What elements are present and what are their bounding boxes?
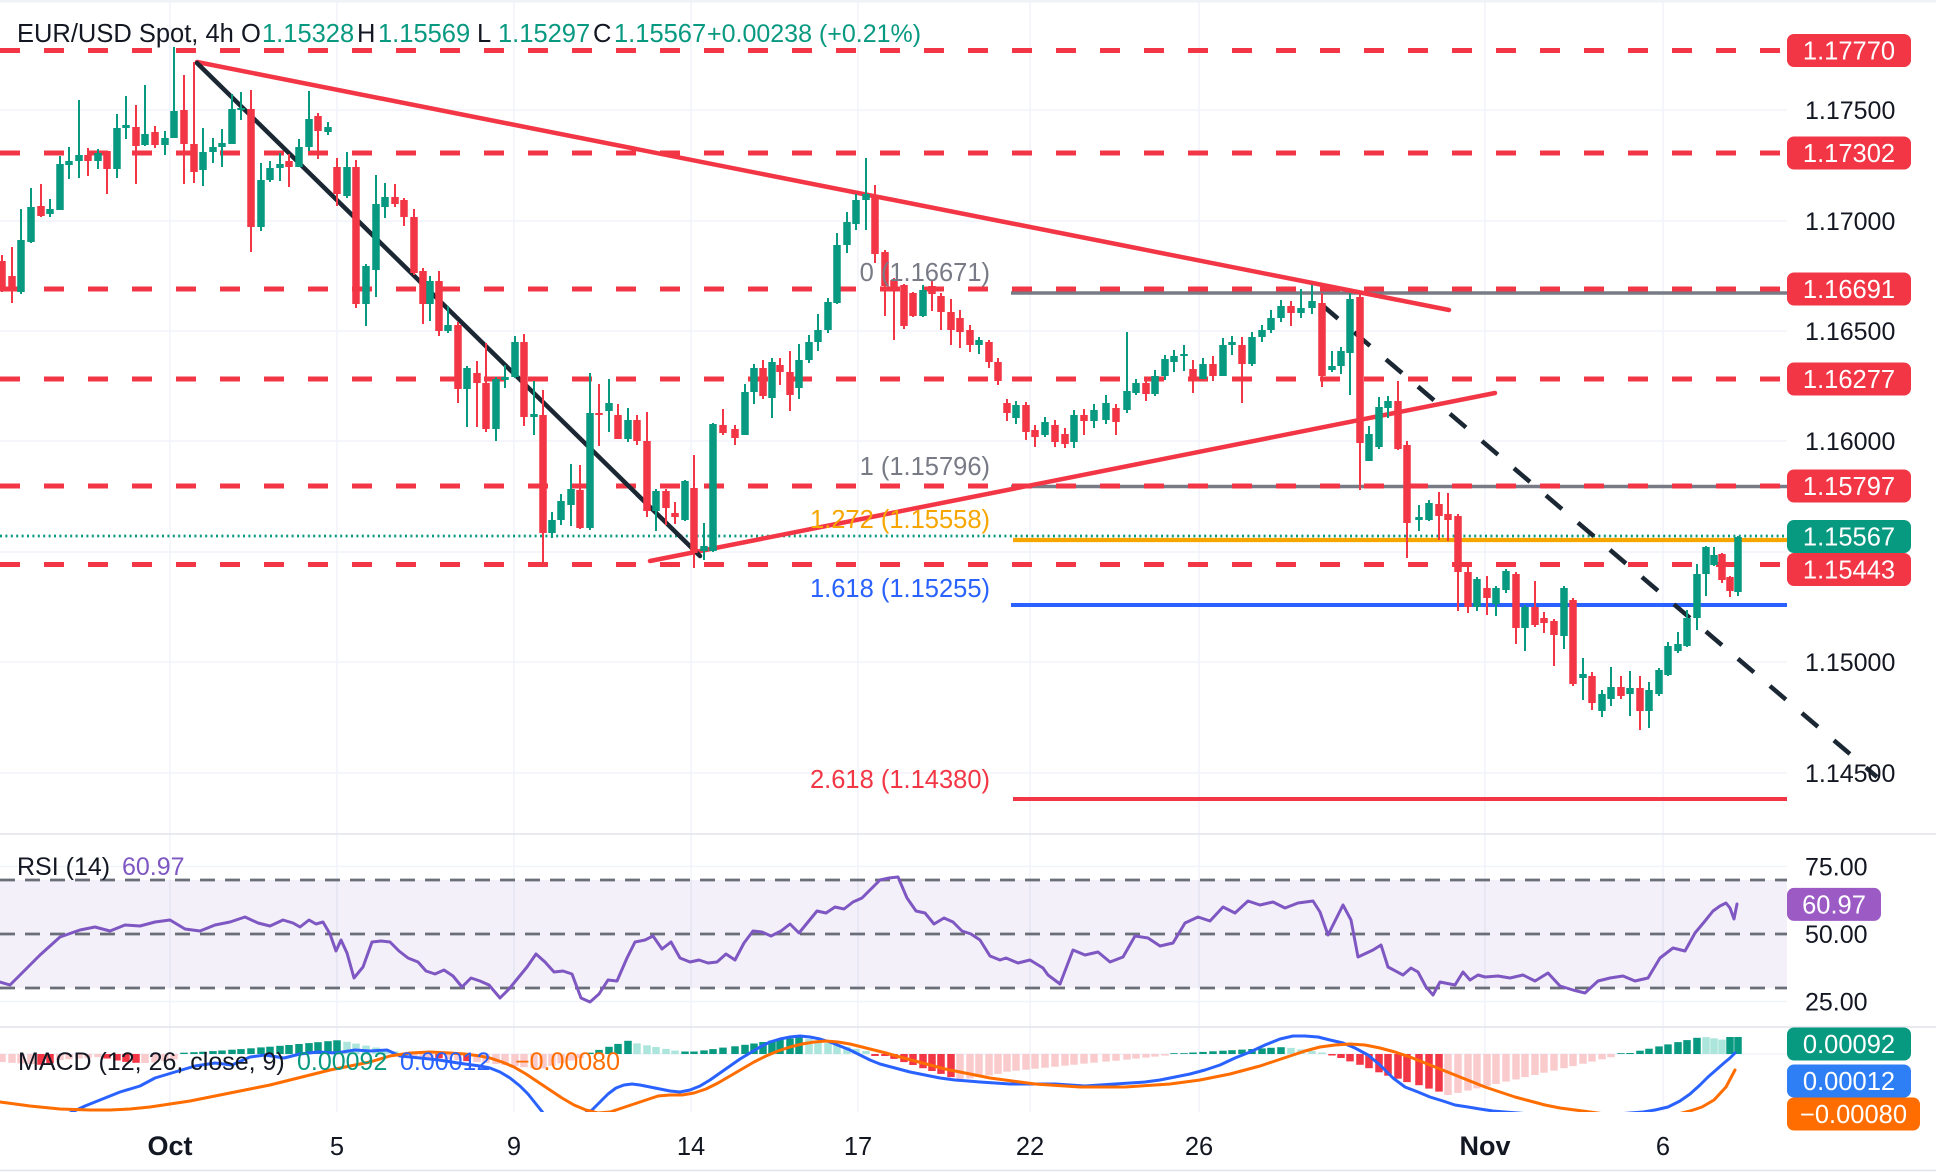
svg-text:2.618 (1.14380): 2.618 (1.14380): [810, 766, 990, 794]
svg-text:60.97: 60.97: [122, 853, 185, 881]
svg-text:1.17000: 1.17000: [1805, 208, 1895, 236]
svg-text:1.15797: 1.15797: [1803, 473, 1895, 501]
svg-text:0.00092: 0.00092: [1803, 1031, 1895, 1059]
svg-text:EUR/USD Spot, 4h: EUR/USD Spot, 4h: [17, 20, 234, 48]
svg-text:14: 14: [677, 1133, 705, 1161]
svg-text:0.00012: 0.00012: [1803, 1068, 1895, 1096]
svg-text:1.16500: 1.16500: [1805, 318, 1895, 346]
svg-text:75.00: 75.00: [1805, 854, 1868, 882]
svg-text:26: 26: [1185, 1133, 1213, 1161]
svg-text:1.17500: 1.17500: [1805, 97, 1895, 125]
svg-text:50.00: 50.00: [1805, 921, 1868, 949]
svg-text:1 (1.15796): 1 (1.15796): [860, 453, 990, 481]
svg-text:1.15000: 1.15000: [1805, 649, 1895, 677]
svg-text:17: 17: [844, 1133, 872, 1161]
svg-text:MACD (12, 26, close, 9): MACD (12, 26, close, 9): [18, 1048, 285, 1076]
svg-text:1.17302: 1.17302: [1803, 140, 1895, 168]
svg-text:0 (1.16671): 0 (1.16671): [860, 259, 990, 287]
svg-text:0.00092: 0.00092: [297, 1048, 387, 1076]
svg-text:5: 5: [330, 1133, 344, 1161]
svg-text:Nov: Nov: [1459, 1131, 1510, 1161]
svg-text:O: O: [241, 20, 261, 48]
svg-text:C: C: [593, 20, 611, 48]
svg-text:1.15443: 1.15443: [1803, 557, 1895, 585]
svg-text:1.15567: 1.15567: [1803, 524, 1895, 552]
svg-text:1.15567: 1.15567: [614, 20, 706, 48]
svg-text:L: L: [477, 20, 491, 48]
svg-text:H: H: [357, 20, 375, 48]
svg-text:1.14500: 1.14500: [1805, 760, 1895, 788]
svg-text:1.16277: 1.16277: [1803, 366, 1895, 394]
svg-text:−0.00080: −0.00080: [1800, 1101, 1907, 1129]
svg-text:1.15569: 1.15569: [378, 20, 470, 48]
svg-text:1.16691: 1.16691: [1803, 276, 1895, 304]
svg-text:60.97: 60.97: [1802, 891, 1866, 919]
svg-text:0.00012: 0.00012: [400, 1048, 490, 1076]
svg-text:1.618 (1.15255): 1.618 (1.15255): [810, 575, 990, 603]
svg-text:1.15297: 1.15297: [498, 20, 590, 48]
svg-text:9: 9: [507, 1133, 521, 1161]
svg-text:1.15328: 1.15328: [262, 20, 354, 48]
svg-text:25.00: 25.00: [1805, 989, 1868, 1017]
svg-text:1.16000: 1.16000: [1805, 428, 1895, 456]
svg-text:6: 6: [1656, 1133, 1670, 1161]
svg-text:RSI (14): RSI (14): [17, 853, 110, 881]
svg-text:1.17770: 1.17770: [1803, 38, 1895, 66]
svg-text:1.272 (1.15558): 1.272 (1.15558): [810, 506, 990, 534]
svg-text:−0.00080: −0.00080: [515, 1048, 620, 1076]
svg-text:22: 22: [1016, 1133, 1044, 1161]
svg-text:+0.00238 (+0.21%): +0.00238 (+0.21%): [707, 20, 921, 48]
svg-text:Oct: Oct: [147, 1131, 192, 1161]
